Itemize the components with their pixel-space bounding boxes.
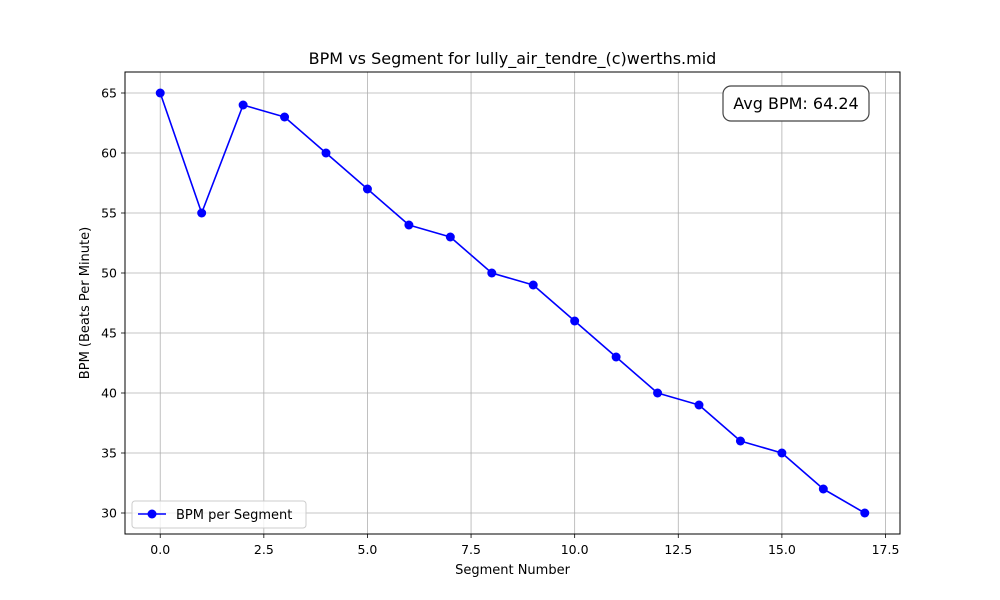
plot-frame (124, 71, 901, 535)
axis-ticks: 0.0 2.5 5.0 7.5 10.0 12.5 15.0 17.5 30 35 40 45 50 55… (101, 86, 899, 558)
data-point (653, 388, 663, 398)
legend-box (131, 500, 307, 529)
series-line (159, 92, 866, 514)
data-point (445, 232, 455, 242)
x-tick-label: 2.5 (254, 542, 274, 557)
chart-title: BPM vs Segment for lully_air_tendre_(c)w… (309, 49, 717, 69)
data-point (362, 184, 372, 194)
annotation-box (722, 85, 870, 122)
data-point (404, 220, 414, 230)
y-tick-label: 45 (101, 326, 117, 341)
data-point (238, 100, 248, 110)
data-point (280, 112, 290, 122)
x-tick-label: 17.5 (872, 542, 900, 557)
data-point (860, 508, 870, 518)
y-axis-label: BPM (Beats Per Minute) (78, 227, 93, 379)
x-tick-label: 10.0 (561, 542, 589, 557)
y-tick-label: 30 (101, 506, 117, 521)
series-layer (155, 88, 870, 518)
y-tick-label: 40 (101, 386, 117, 401)
legend-marker (147, 509, 157, 519)
avg-bpm-annotation: Avg BPM: 64.24 (722, 85, 870, 122)
y-tick-label: 55 (101, 206, 117, 221)
legend: BPM per Segment (131, 500, 307, 529)
x-tick-label: 12.5 (664, 542, 692, 557)
data-point (570, 316, 580, 326)
data-point (735, 436, 745, 446)
data-point (197, 208, 207, 218)
legend-label: BPM per Segment (176, 508, 292, 523)
y-tick-label: 60 (101, 146, 117, 161)
x-tick-label: 5.0 (358, 542, 378, 557)
data-point (694, 400, 704, 410)
data-point (777, 448, 787, 458)
y-tick-label: 35 (101, 446, 117, 461)
y-tick-label: 50 (101, 266, 117, 281)
x-axis-label: Segment Number (455, 563, 571, 578)
data-point (321, 148, 331, 158)
data-point (611, 352, 621, 362)
x-tick-label: 0.0 (150, 542, 170, 557)
x-tick-label: 15.0 (768, 542, 796, 557)
annotation-text: Avg BPM: 64.24 (733, 94, 858, 113)
data-point (818, 484, 828, 494)
data-point (487, 268, 497, 278)
data-point (528, 280, 538, 290)
y-tick-label: 65 (101, 86, 117, 101)
data-point (155, 88, 165, 98)
x-tick-label: 7.5 (461, 542, 481, 557)
